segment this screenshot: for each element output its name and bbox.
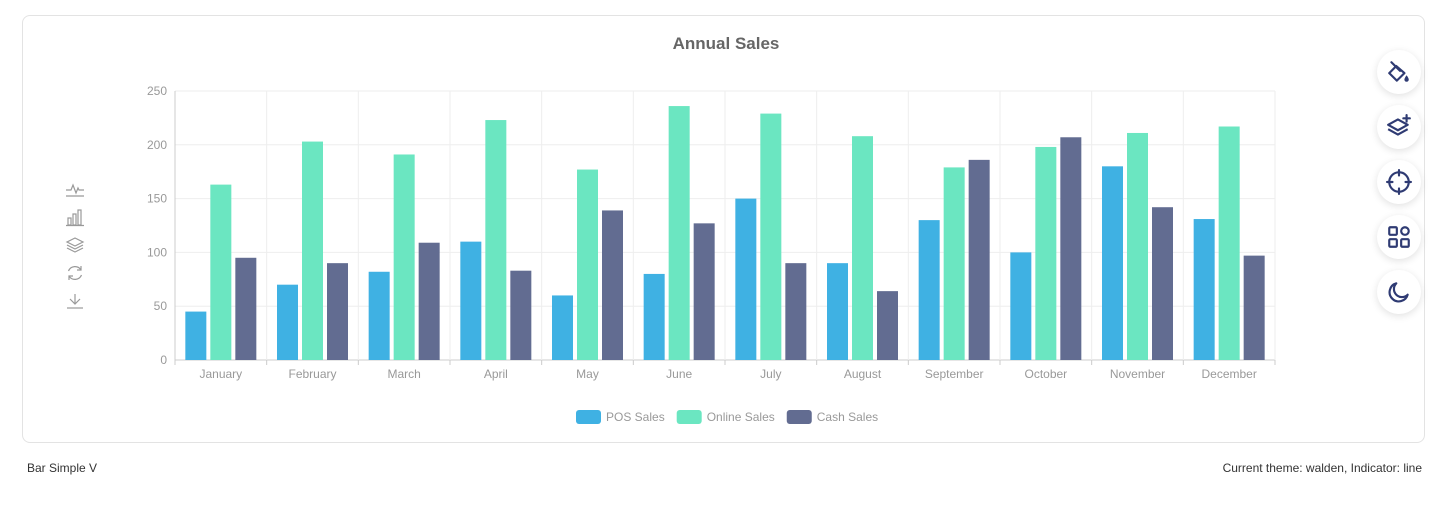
crosshair-icon [1386, 169, 1412, 195]
bar-online-sales [485, 120, 507, 360]
x-tick-label: March [387, 367, 420, 381]
bar-chart-icon[interactable] [65, 207, 85, 227]
bar-pos-sales [460, 241, 482, 360]
restore-icon[interactable] [65, 263, 85, 283]
theme-status-label: Current theme: walden, Indicator: line [1222, 461, 1422, 475]
x-tick-label: February [288, 367, 336, 381]
side-button-group [1377, 50, 1425, 325]
bar-cash-sales [327, 263, 348, 360]
legend-label: Online Sales [707, 410, 775, 424]
bar-cash-sales [785, 263, 807, 360]
dark-mode-button[interactable] [1377, 270, 1421, 314]
moon-icon [1388, 282, 1409, 303]
bar-online-sales [1035, 146, 1057, 360]
chart-name-label: Bar Simple V [27, 461, 98, 475]
legend-label: POS Sales [606, 410, 665, 424]
bar-chart: Annual Sales 0 50 100 150 200 250 January Februa… [147, 34, 1276, 424]
bar-pos-sales [643, 273, 665, 360]
bar-pos-sales [735, 198, 757, 360]
theme-button[interactable] [1377, 50, 1421, 94]
bar-online-sales [393, 154, 415, 360]
x-tick-label: October [1024, 367, 1067, 381]
bar-cash-sales [418, 242, 440, 360]
bar-online-sales [943, 167, 965, 360]
bar-cash-sales [1060, 137, 1082, 360]
legend-swatch [676, 410, 702, 424]
y-tick-label: 200 [147, 138, 167, 152]
bar-cash-sales [1243, 255, 1265, 360]
bar-cash-sales [968, 159, 990, 360]
y-tick-label: 100 [147, 245, 167, 259]
legend-label: Cash Sales [817, 410, 878, 424]
x-tick-label: July [760, 367, 781, 381]
grid-apps-icon [1388, 226, 1410, 248]
x-tick-label: April [484, 367, 508, 381]
y-tick-label: 50 [154, 299, 168, 313]
bar-cash-sales [235, 257, 257, 360]
bar-pos-sales [1010, 252, 1032, 360]
paint-bucket-icon [1388, 61, 1409, 82]
x-tick-label: September [925, 367, 984, 381]
bar-cash-sales [1152, 207, 1173, 360]
legend-item[interactable]: Cash Sales [786, 410, 878, 424]
bar-online-sales [852, 136, 873, 360]
bar-online-sales [1218, 126, 1240, 361]
layers-button[interactable] [1377, 105, 1421, 149]
apps-button[interactable] [1377, 215, 1421, 259]
bar-pos-sales [185, 311, 207, 360]
chart-title: Annual Sales [673, 34, 780, 53]
bar-pos-sales [1193, 219, 1215, 360]
legend-swatch [786, 410, 812, 424]
x-tick-label: August [844, 367, 882, 381]
bar-online-sales [302, 141, 323, 360]
legend-item[interactable]: Online Sales [676, 410, 775, 424]
bar-pos-sales [1102, 166, 1123, 360]
legend-swatch [576, 410, 601, 424]
indicator-button[interactable] [1377, 160, 1421, 204]
bar-online-sales [577, 169, 598, 360]
chart-toolbox [65, 179, 87, 319]
y-tick-label: 250 [147, 84, 167, 98]
legend-item[interactable]: POS Sales [576, 410, 665, 424]
bar-pos-sales [552, 295, 573, 360]
stack-icon[interactable] [65, 235, 85, 255]
chart-card: Annual Sales 0 50 100 150 200 250 January Februa… [22, 15, 1425, 443]
x-tick-label: June [666, 367, 692, 381]
bar-pos-sales [368, 271, 390, 360]
line-chart-icon[interactable] [65, 179, 85, 199]
bar-online-sales [760, 113, 782, 360]
download-icon[interactable] [65, 291, 85, 311]
bar-cash-sales [693, 223, 715, 360]
bar-online-sales [668, 106, 690, 361]
bar-pos-sales [277, 284, 298, 360]
y-tick-label: 150 [147, 192, 167, 206]
bar-online-sales [210, 184, 232, 360]
bar-cash-sales [510, 270, 532, 360]
layers-add-icon [1387, 114, 1411, 136]
x-tick-label: December [1201, 367, 1256, 381]
bar-cash-sales [877, 291, 898, 360]
bar-cash-sales [602, 210, 623, 360]
bar-pos-sales [918, 220, 940, 360]
x-tick-label: November [1110, 367, 1165, 381]
bar-pos-sales [827, 263, 848, 360]
x-tick-label: January [199, 367, 242, 381]
x-tick-label: May [576, 367, 599, 381]
bar-online-sales [1127, 132, 1148, 360]
y-tick-label: 0 [160, 353, 167, 367]
